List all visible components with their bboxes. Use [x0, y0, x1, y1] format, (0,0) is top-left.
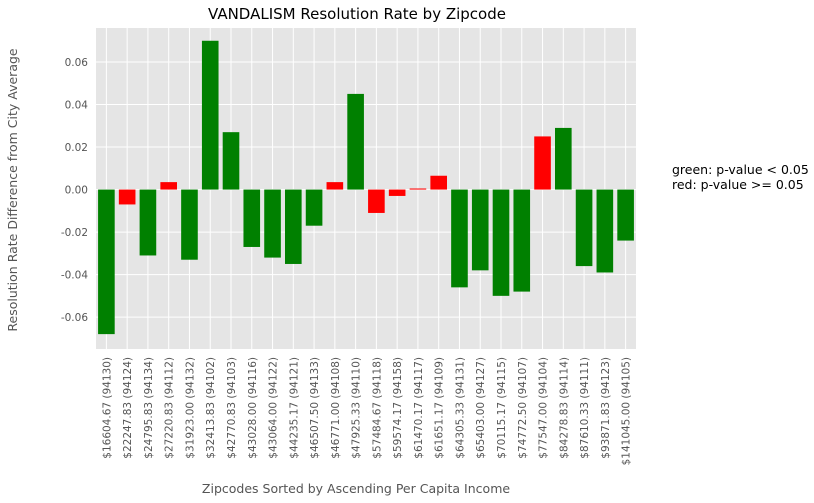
- x-tick-label: $16604.67 (94130): [101, 357, 113, 459]
- x-tick-label: $74772.50 (94107): [517, 357, 529, 459]
- y-tick-label: -0.06: [61, 312, 88, 324]
- x-tick-label: $61651.17 (94109): [434, 357, 446, 459]
- bar: [451, 189, 468, 288]
- x-tick-label: $46771.00 (94108): [330, 357, 342, 459]
- bar: [222, 132, 240, 190]
- legend-green-note: green: p-value < 0.05: [672, 162, 809, 177]
- bar: [555, 127, 572, 190]
- bar: [513, 189, 531, 292]
- x-tick-label: $42770.83 (94103): [226, 357, 238, 459]
- bar: [264, 189, 281, 258]
- x-tick-label: $141045.00 (94105): [621, 357, 633, 465]
- bar: [430, 175, 447, 190]
- bar: [201, 40, 219, 190]
- y-tick-label: 0.06: [65, 57, 89, 69]
- bar: [575, 189, 593, 267]
- x-tick-label: $93871.83 (94123): [600, 357, 612, 459]
- bar: [347, 93, 364, 190]
- bar: [388, 189, 406, 196]
- x-tick-label: $61470.17 (94117): [413, 357, 425, 459]
- y-tick-label: 0.04: [65, 100, 89, 112]
- x-tick-label: $46507.50 (94133): [309, 357, 321, 459]
- x-tick-label: $77547.00 (94104): [538, 357, 550, 459]
- x-tick-label: $31923.00 (94132): [184, 357, 196, 459]
- bar: [139, 189, 157, 256]
- bar: [617, 189, 634, 241]
- bars: [98, 40, 634, 335]
- chart-title: VANDALISM Resolution Rate by Zipcode: [208, 5, 506, 23]
- x-tick-label: $57484.67 (94118): [371, 357, 383, 459]
- bar: [98, 189, 115, 335]
- bar: [492, 189, 510, 296]
- y-tick-label: -0.04: [61, 270, 88, 282]
- x-tick-label: $24795.83 (94134): [143, 357, 155, 459]
- bar: [118, 189, 136, 205]
- x-tick-label: $70115.17 (94115): [496, 357, 508, 459]
- x-tick-label: $87610.33 (94111): [579, 357, 591, 459]
- x-tick-label: $32413.83 (94102): [205, 357, 217, 459]
- x-axis-ticks: $16604.67 (94130) $22247.83 (94124) $24795…: [101, 357, 632, 465]
- bar: [596, 189, 614, 273]
- x-tick-label: $47925.33 (94110): [351, 357, 363, 459]
- x-tick-label: $64305.33 (94131): [454, 357, 466, 459]
- x-tick-label: $43028.00 (94116): [247, 357, 259, 459]
- bar: [243, 189, 261, 247]
- bar: [326, 182, 344, 190]
- y-tick-label: 0.02: [65, 142, 88, 154]
- bar: [368, 189, 385, 213]
- bar: [285, 189, 302, 264]
- bar: [181, 189, 198, 260]
- y-axis-label: Resolution Rate Difference from City Ave…: [5, 48, 20, 332]
- bar: [305, 189, 323, 226]
- x-axis-label: Zipcodes Sorted by Ascending Per Capita …: [202, 481, 510, 496]
- y-tick-label: -0.02: [61, 227, 88, 239]
- legend-red-note: red: p-value >= 0.05: [672, 177, 804, 192]
- bar: [409, 188, 427, 190]
- bar: [160, 182, 177, 190]
- x-tick-label: $65403.00 (94127): [475, 357, 487, 459]
- y-tick-label: 0.00: [65, 185, 88, 197]
- y-axis-ticks: 0.06 0.04 0.02 0.00 -0.02 -0.04 -0.06: [61, 57, 88, 324]
- x-tick-label: $27220.83 (94112): [164, 357, 176, 459]
- x-tick-label: $43064.00 (94122): [268, 357, 280, 459]
- x-tick-label: $22247.83 (94124): [122, 357, 134, 459]
- x-tick-label: $59574.17 (94158): [392, 357, 404, 459]
- x-tick-label: $84278.83 (94114): [558, 357, 570, 459]
- bar: [471, 189, 489, 271]
- x-tick-label: $44235.17 (94121): [288, 357, 300, 459]
- bar: [534, 136, 551, 190]
